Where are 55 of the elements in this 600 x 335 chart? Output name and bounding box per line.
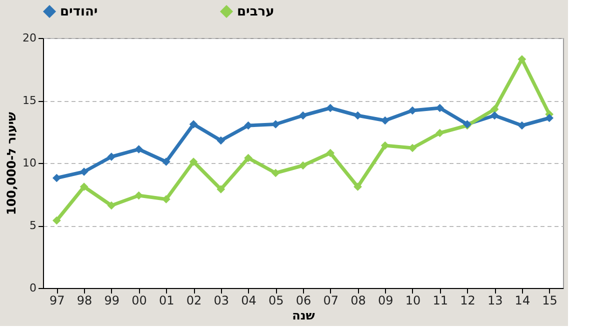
legend-label: ערבים <box>237 4 274 20</box>
point <box>107 152 116 161</box>
point <box>107 201 116 210</box>
y-tick-label: 0 <box>30 282 36 294</box>
x-tick-label: 12 <box>460 294 476 308</box>
x-tick-label: 03 <box>214 294 230 308</box>
x-tick-label: 13 <box>487 294 503 308</box>
point <box>271 168 280 178</box>
y-tick-label: 5 <box>30 219 36 232</box>
point <box>134 191 143 200</box>
point <box>518 121 526 130</box>
point <box>134 145 143 154</box>
x-tick-label: 11 <box>432 294 448 308</box>
x-tick-label: 14 <box>514 294 530 308</box>
point <box>298 161 308 170</box>
x-tick-label: 04 <box>241 294 256 308</box>
point <box>80 168 88 176</box>
y-axis-title: שיעור ל-100,000 <box>4 112 19 216</box>
x-tick-label: 10 <box>405 294 421 308</box>
point <box>189 158 198 166</box>
x-tick-label: 05 <box>268 294 284 308</box>
x-tick-label: 08 <box>350 294 366 308</box>
x-tick-label: 98 <box>76 294 92 308</box>
x-tick-label: 97 <box>50 294 65 308</box>
point <box>354 182 362 191</box>
x-tick-label: 09 <box>378 294 394 308</box>
x-tick-label: 02 <box>186 294 202 308</box>
point <box>490 111 499 120</box>
y-tick-label: 15 <box>22 94 36 107</box>
point <box>216 136 226 145</box>
point <box>189 120 198 128</box>
point <box>244 154 252 162</box>
point <box>354 111 362 120</box>
point <box>545 114 554 122</box>
x-tick-label: 06 <box>296 294 312 308</box>
point <box>298 111 308 120</box>
x-tick-label: 00 <box>132 294 147 308</box>
point <box>80 182 88 191</box>
point <box>436 128 444 138</box>
x-tick-label: 99 <box>104 294 120 308</box>
point <box>52 174 61 182</box>
point <box>216 185 226 194</box>
point <box>52 216 61 225</box>
point <box>518 55 526 64</box>
x-axis-title: שנה <box>292 308 315 322</box>
legend-label: יהודים <box>60 4 98 20</box>
point <box>490 105 499 114</box>
x-tick-label: 07 <box>323 294 339 308</box>
point <box>162 158 170 166</box>
x-tick-label: 15 <box>542 294 558 308</box>
point <box>326 148 335 158</box>
x-tick-label: 01 <box>159 294 174 308</box>
y-tick-label: 20 <box>22 32 36 44</box>
y-tick-label: 10 <box>22 156 36 170</box>
point <box>326 104 335 112</box>
